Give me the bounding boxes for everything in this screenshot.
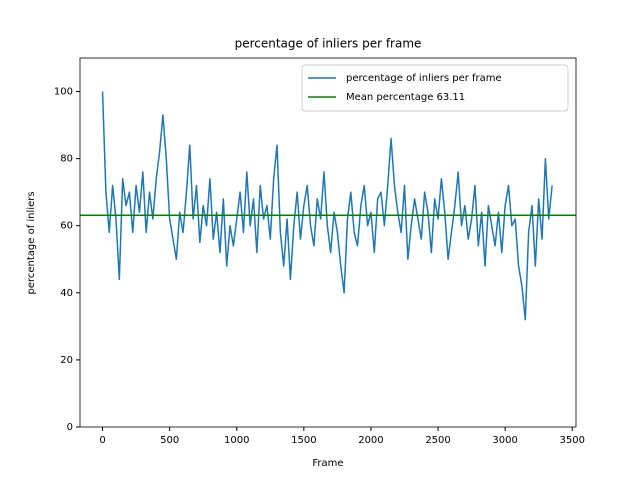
x-tick-label: 2000 xyxy=(358,435,383,446)
x-tick-label: 3000 xyxy=(492,435,517,446)
y-tick-label: 0 xyxy=(67,422,73,433)
legend-box xyxy=(301,64,569,112)
data-line xyxy=(101,91,553,321)
x-tick-label: 2500 xyxy=(425,435,450,446)
legend-label: percentage of inliers per frame xyxy=(346,73,502,84)
legend-label: Mean percentage 63.11 xyxy=(346,92,465,103)
x-tick-label: 1000 xyxy=(224,435,249,446)
y-tick-label: 60 xyxy=(60,221,73,232)
x-tick-label: 500 xyxy=(160,435,179,446)
y-tick-label: 20 xyxy=(60,355,73,366)
axes-frame xyxy=(79,57,577,428)
x-axis-label: Frame xyxy=(312,458,343,469)
chart-title: percentage of inliers per frame xyxy=(235,37,422,51)
y-axis-label: percentage of inliers xyxy=(26,191,37,294)
y-tick-label: 100 xyxy=(54,87,73,98)
y-tick-label: 80 xyxy=(60,154,73,165)
x-tick-label: 1500 xyxy=(291,435,316,446)
x-tick-label: 0 xyxy=(99,435,105,446)
y-tick-label: 40 xyxy=(60,288,73,299)
x-tick-label: 3500 xyxy=(560,435,585,446)
